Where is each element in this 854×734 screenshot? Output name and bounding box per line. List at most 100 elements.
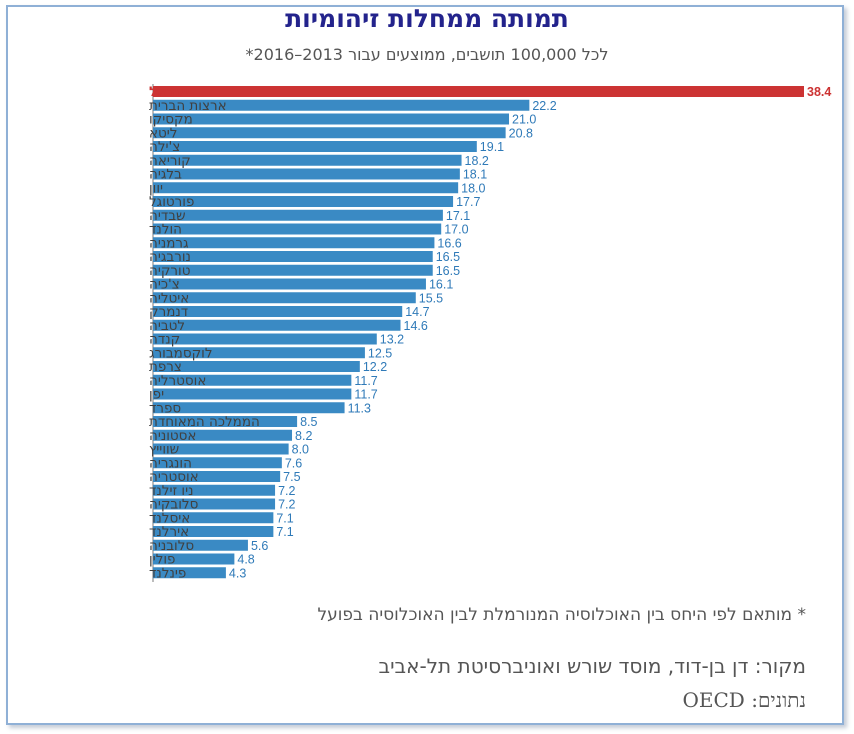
category-label: טורקיה [149, 263, 191, 279]
bar [153, 278, 426, 290]
category-label: ליטא [149, 125, 177, 141]
bar [153, 237, 435, 249]
value-label: 4.3 [229, 566, 246, 580]
category-label: לוקסמבורג [149, 345, 213, 361]
chart-frame [6, 5, 844, 725]
value-label: 11.3 [348, 401, 371, 415]
value-label: 12.2 [363, 360, 387, 374]
category-label: קוריאה [149, 153, 191, 169]
value-label: 38.4 [807, 85, 831, 99]
bar [153, 182, 459, 194]
category-label: שבדיה [149, 208, 186, 224]
category-label: אוסטרליה [149, 373, 206, 389]
value-label: 7.2 [278, 498, 295, 512]
category-label: צ'כיה [149, 277, 180, 293]
value-label: 13.2 [380, 333, 404, 347]
value-label: 7.2 [278, 484, 295, 498]
chart-subtitle: לכל 100,000 תושבים, ממוצעים עבור 2013–20… [245, 45, 609, 64]
value-label: 5.6 [251, 539, 268, 553]
category-label: הונגריה [149, 455, 192, 471]
category-label: ארצות הברית [149, 98, 227, 114]
bar [153, 526, 274, 537]
category-label: נורבגיה [149, 249, 191, 265]
category-label: שווייץ [149, 442, 179, 458]
value-label: 8.0 [292, 443, 309, 457]
value-label: 8.2 [295, 429, 312, 443]
bar [153, 223, 442, 235]
bar [153, 429, 293, 441]
value-label: 7.6 [285, 456, 302, 470]
bar [153, 333, 377, 345]
category-label: איטליה [149, 290, 189, 306]
category-label: ניו זילנד [149, 483, 194, 499]
bar [153, 86, 804, 97]
category-label: סלובניה [149, 538, 194, 554]
value-label: 12.5 [368, 346, 392, 360]
value-label: 16.5 [436, 250, 460, 264]
category-label: אסטוניה [149, 428, 196, 444]
category-label: פורטוגל [149, 194, 194, 210]
value-label: 11.7 [354, 388, 377, 402]
value-label: 4.8 [237, 553, 254, 567]
value-label: 15.5 [419, 291, 443, 305]
bar [153, 196, 454, 207]
value-label: 7.5 [283, 470, 300, 484]
value-label: 18.0 [461, 181, 485, 195]
bar [153, 471, 281, 482]
category-label: אוסטריה [149, 469, 199, 485]
source-note: מקור: דן בן-דוד, מוסד שורש ואוניברסיטת ת… [378, 654, 807, 678]
bar [153, 113, 510, 125]
bar [153, 251, 433, 262]
bar [153, 443, 289, 455]
category-label: הממלכה המאוחדת [149, 414, 260, 430]
bar [153, 361, 360, 372]
bar [153, 539, 248, 551]
bar [153, 484, 276, 496]
bar [153, 99, 530, 111]
value-label: 14.7 [405, 305, 429, 319]
value-label: 19.1 [480, 140, 504, 154]
bar [153, 347, 365, 359]
bar [153, 416, 298, 427]
footnote: * מותאם לפי היחס בין האוכלוסיה המנורמלת … [317, 605, 806, 625]
value-label: 20.8 [509, 126, 533, 140]
category-label: אירלנד [149, 524, 189, 540]
value-label: 16.1 [429, 278, 453, 292]
value-label: 17.1 [446, 209, 470, 223]
bar [153, 306, 403, 317]
value-label: 11.7 [354, 374, 377, 388]
bar [153, 388, 352, 400]
value-label: 22.2 [532, 99, 556, 113]
value-label: 16.6 [437, 236, 461, 250]
category-label: יוון [149, 180, 163, 196]
category-label: מקסיקו [149, 112, 193, 128]
bar [153, 553, 235, 565]
category-label: גרמניה [149, 235, 189, 251]
category-label: איסלנד [149, 510, 190, 526]
category-label: הולנד [149, 222, 182, 238]
value-label: 17.7 [456, 195, 480, 209]
bar [153, 319, 401, 331]
value-label: 7.1 [276, 511, 293, 525]
category-label: קנדה [149, 332, 180, 348]
bar [153, 141, 477, 152]
bar [153, 264, 433, 276]
value-label: 18.1 [463, 168, 487, 182]
bar [153, 402, 345, 414]
value-label: 17.0 [444, 223, 468, 237]
category-label: צ'ילה [149, 139, 180, 155]
bar [153, 457, 282, 469]
category-label: ישראל [149, 84, 189, 100]
bar [153, 127, 506, 139]
bar [153, 292, 416, 304]
value-label: 16.5 [436, 264, 460, 278]
bar [153, 512, 274, 524]
value-label: 8.5 [300, 415, 317, 429]
category-label: ספרד [149, 400, 181, 416]
bar [153, 374, 352, 386]
bar [153, 168, 460, 180]
bar [153, 209, 443, 221]
value-label: 18.2 [465, 154, 489, 168]
bar [153, 154, 462, 166]
